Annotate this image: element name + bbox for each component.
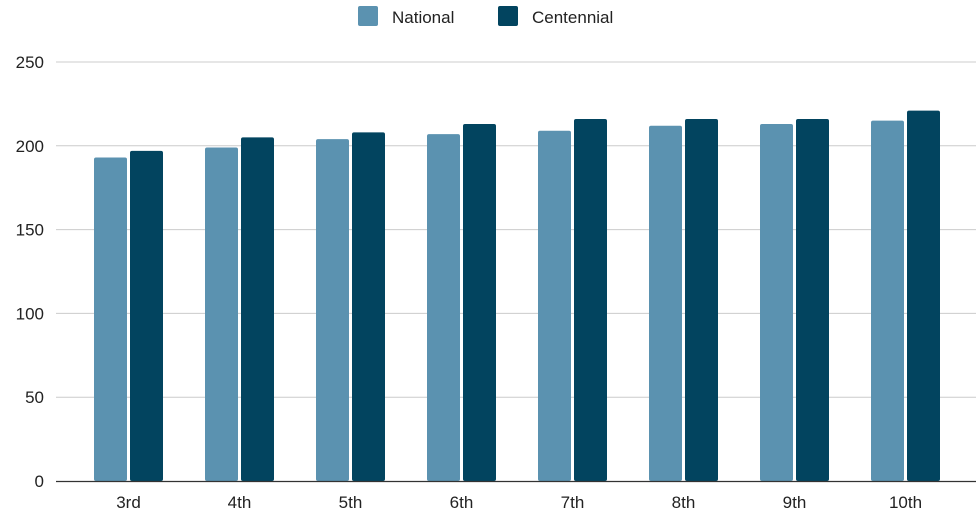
legend-swatch (498, 6, 518, 26)
bar-centennial-10th (907, 110, 940, 481)
bars (94, 110, 940, 482)
bar-national-6th (427, 134, 460, 481)
bar-group-10th (871, 110, 940, 481)
y-tick-label: 150 (16, 221, 44, 240)
x-tick-label: 4th (228, 493, 252, 512)
bar-national-7th (538, 130, 571, 481)
legend-swatch (358, 6, 378, 26)
bar-centennial-6th (463, 124, 496, 482)
bar-national-8th (649, 125, 682, 482)
bar-group-5th (316, 132, 385, 481)
x-tick-label: 10th (889, 493, 922, 512)
x-tick-label: 9th (783, 493, 807, 512)
x-tick-label: 3rd (116, 493, 141, 512)
bar-group-3rd (94, 150, 163, 482)
bar-centennial-3rd (130, 150, 163, 481)
legend-label: Centennial (532, 8, 613, 27)
bar-group-4th (205, 137, 274, 482)
y-tick-label: 200 (16, 137, 44, 156)
bar-centennial-5th (352, 132, 385, 481)
x-tick-label: 8th (672, 493, 696, 512)
x-axis-tick-labels: 3rd 4th 5th 6th 7th 8th 9th 10th (116, 493, 922, 512)
bar-national-4th (205, 147, 238, 481)
bar-national-9th (760, 124, 793, 482)
bar-national-5th (316, 139, 349, 481)
bar-centennial-7th (574, 118, 607, 481)
x-tick-label: 6th (450, 493, 474, 512)
bar-group-8th (649, 118, 718, 482)
y-tick-label: 250 (16, 53, 44, 72)
bar-centennial-4th (241, 137, 274, 482)
legend-item-national: National (358, 6, 454, 27)
legend-label: National (392, 8, 454, 27)
bar-centennial-8th (685, 118, 718, 481)
x-tick-label: 5th (339, 493, 363, 512)
legend-item-centennial: Centennial (498, 6, 613, 27)
y-tick-label: 50 (25, 388, 44, 407)
bar-group-6th (427, 124, 496, 482)
legend: National Centennial (358, 6, 613, 27)
bar-group-9th (760, 118, 829, 482)
bar-national-10th (871, 120, 904, 481)
gridlines (56, 61, 976, 398)
x-tick-label: 7th (561, 493, 585, 512)
y-tick-label: 100 (16, 304, 44, 323)
bar-national-3rd (94, 157, 127, 482)
bar-centennial-9th (796, 118, 829, 481)
bar-group-7th (538, 118, 607, 481)
y-tick-label: 0 (35, 472, 44, 491)
y-axis-tick-labels: 0 50 100 150 200 250 (16, 53, 44, 491)
